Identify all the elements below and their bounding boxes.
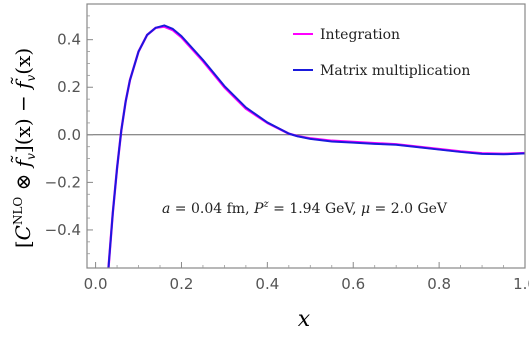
legend: Integration Matrix multiplication [293,27,470,79]
y-tick-label: 0.2 [57,78,81,96]
x-tick-label: 1.0 [513,275,529,293]
plot-frame [86,3,526,269]
series-layer [107,24,526,269]
series-line-matrix-multiplication [107,24,526,269]
x-axis-ticks: 0.0 0.2 0.4 0.6 0.8 1.0 [84,262,529,293]
x-tick-label: 0.8 [427,275,451,293]
legend-label-matrix-multiplication: Matrix multiplication [320,63,470,79]
y-tick-label: −0.4 [45,221,81,239]
y-tick-label: 0.0 [57,126,81,144]
x-tick-label: 0.6 [341,275,365,293]
x-tick-label: 0.4 [255,275,279,293]
y-axis-title: [CNLO ⊗ f̃v](x) − f̃v(x) [11,48,38,248]
y-tick-label: 0.4 [57,31,81,49]
y-axis-ticks: −0.4 −0.2 0.0 0.2 0.4 [45,15,93,255]
y-tick-label: −0.2 [45,173,81,191]
x-tick-label: 0.0 [84,275,108,293]
x-tick-label: 0.2 [170,275,194,293]
parameters-annotation: a = 0.04 fm, Pz = 1.94 GeV, μ = 2.0 GeV [162,199,448,217]
legend-label-integration: Integration [320,27,400,43]
x-axis-title: x [298,307,311,332]
